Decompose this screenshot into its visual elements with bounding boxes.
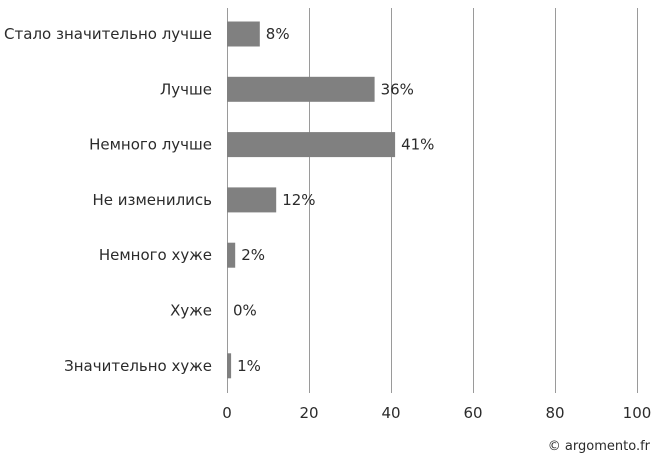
- value-label: 1%: [237, 357, 261, 375]
- bar: [227, 76, 375, 102]
- value-label: 41%: [401, 136, 434, 154]
- category-label: Не изменились: [92, 191, 212, 209]
- grid-layer: [227, 8, 638, 393]
- value-label: 0%: [233, 302, 257, 320]
- category-label: Немного лучше: [89, 136, 212, 154]
- category-label: Немного хуже: [99, 246, 212, 264]
- x-tick-label: 40: [381, 404, 400, 422]
- x-tick-label: 80: [545, 404, 564, 422]
- bar: [227, 21, 260, 47]
- bar: [227, 187, 277, 213]
- x-tick-label: 60: [463, 404, 482, 422]
- x-tick-label: 0: [222, 404, 232, 422]
- value-label: 12%: [282, 191, 315, 209]
- category-label: Лучше: [160, 80, 212, 98]
- credit-text: © argomento.fr: [548, 439, 651, 454]
- bar: [227, 242, 236, 268]
- x-tick-label: 20: [299, 404, 318, 422]
- category-label: Значительно хуже: [64, 357, 212, 375]
- label-layer: 0 20 40 60 80 100 Стало значительно лучше 8% Луч…: [4, 25, 651, 422]
- value-label: 8%: [266, 25, 290, 43]
- value-label: 36%: [381, 80, 414, 98]
- category-label: Стало значительно лучше: [4, 25, 212, 43]
- x-tick-label: 100: [623, 404, 652, 422]
- bar: [227, 353, 232, 379]
- value-label: 2%: [241, 246, 265, 264]
- bar-layer: [227, 21, 396, 379]
- category-label: Хуже: [170, 302, 212, 320]
- bar: [227, 132, 396, 158]
